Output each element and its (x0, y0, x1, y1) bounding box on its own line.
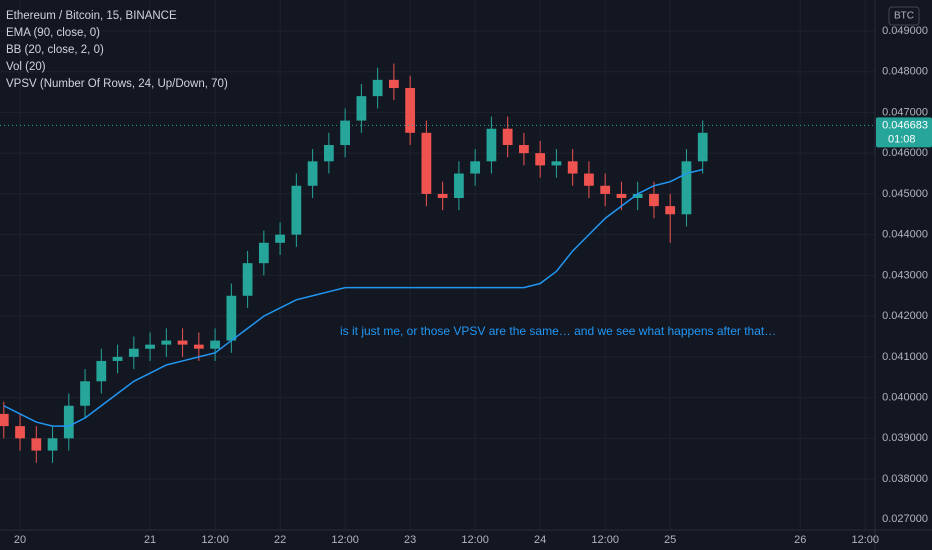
candle-body (421, 132, 432, 194)
x-tick-label: 12:00 (461, 534, 489, 546)
y-tick-label: 0.046000 (882, 147, 928, 159)
candle-body (616, 193, 627, 198)
candle-body (258, 242, 269, 264)
y-tick-label: 0.045000 (882, 188, 928, 200)
x-tick-label: 21 (144, 534, 156, 546)
candle-body (145, 344, 155, 349)
chart-title: Ethereum / Bitcoin, 15, BINANCE (6, 10, 177, 22)
y-tick-label: 0.044000 (882, 229, 928, 241)
candle-body (665, 206, 676, 215)
candle-body (632, 193, 643, 198)
candle-body (31, 438, 42, 451)
candle-body (356, 96, 367, 121)
last-price-label: 0.046683 (882, 119, 928, 131)
candle-body (210, 340, 220, 349)
y-tick-label: 0.039000 (882, 432, 928, 444)
ema-line (3, 168, 703, 427)
candle-body (486, 128, 497, 162)
candle-body (177, 340, 188, 345)
y-tick-label: 0.040000 (882, 392, 928, 404)
candle-body (80, 381, 90, 406)
candle-body (0, 413, 9, 427)
indicator-label: BB (20, close, 2, 0) (6, 44, 104, 56)
x-tick-label: 12:00 (591, 534, 619, 546)
indicator-label: EMA (90, close, 0) (6, 27, 100, 39)
candle-body (437, 193, 448, 198)
candle-body (291, 185, 302, 235)
candle-body (47, 438, 58, 451)
candle-body (323, 145, 334, 162)
annotation: is it just me, or those VPSV are the sam… (340, 324, 776, 338)
candle-body (307, 161, 318, 186)
candle-body (551, 161, 562, 166)
y-tick-label: 0.041000 (882, 351, 928, 363)
x-tick-label: 23 (404, 534, 416, 546)
candle-body (128, 348, 139, 357)
candle-body (454, 173, 464, 198)
x-tick-label: 25 (664, 534, 676, 546)
indicator-label: VPSV (Number Of Rows, 24, Up/Down, 70) (6, 78, 228, 90)
x-tick-label: 26 (794, 534, 806, 546)
candle-body (63, 405, 74, 439)
candle-body (649, 193, 659, 207)
candle-body (584, 173, 594, 186)
candle-body (697, 132, 708, 162)
x-tick-label: 20 (14, 534, 26, 546)
x-tick-label: 24 (534, 534, 546, 546)
last-price-tag (876, 117, 932, 148)
grid (0, 0, 875, 530)
candle-body (372, 79, 383, 97)
candle-body (193, 344, 204, 349)
candle-body (470, 161, 481, 174)
candle-body (405, 87, 416, 133)
x-tick-label: 22 (274, 534, 286, 546)
x-tick-label: 12:00 (851, 534, 879, 546)
marks (0, 63, 875, 463)
candle-body (502, 128, 513, 146)
candle-body (226, 295, 237, 341)
candle-body (161, 340, 172, 345)
currency-badge[interactable] (888, 6, 920, 26)
candle-body (681, 161, 692, 215)
candle-body (96, 360, 107, 382)
candle-body (15, 426, 25, 439)
volume-axis-label: 0.027000 (882, 513, 928, 525)
candle-body (389, 79, 399, 88)
y-tick-label: 0.049000 (882, 25, 928, 37)
candle-body (519, 145, 529, 154)
x-tick-label: 12:00 (201, 534, 229, 546)
y-tick-label: 0.047000 (882, 106, 928, 118)
indicator-label: Vol (20) (6, 61, 46, 73)
candle-body (340, 120, 350, 146)
currency-badge-label[interactable]: BTC (894, 11, 914, 22)
y-tick-label: 0.043000 (882, 269, 928, 281)
candle-body (242, 263, 253, 296)
y-tick-label: 0.048000 (882, 66, 928, 78)
candle-body (275, 234, 285, 243)
countdown-label: 01:08 (888, 133, 916, 145)
candle-body (567, 161, 578, 174)
y-tick-label: 0.038000 (882, 473, 928, 485)
candle-body (112, 356, 123, 361)
candle-body (535, 153, 546, 166)
x-tick-label: 12:00 (331, 534, 359, 546)
candle-body (600, 185, 611, 194)
y-tick-label: 0.042000 (882, 310, 928, 322)
